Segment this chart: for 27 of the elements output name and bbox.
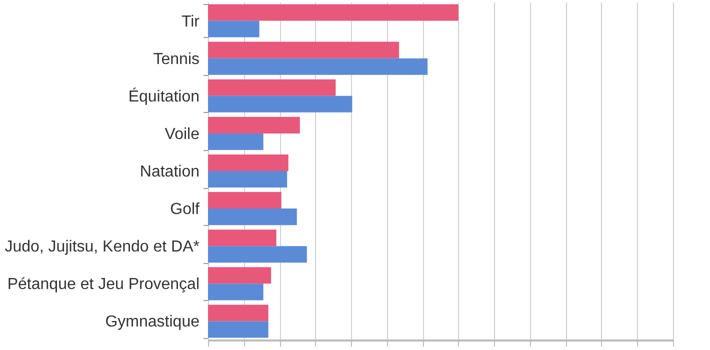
bar bbox=[208, 192, 282, 209]
bar bbox=[208, 208, 297, 226]
bar bbox=[208, 116, 300, 134]
y-tick-label: Équitation bbox=[128, 87, 200, 106]
bar bbox=[208, 267, 272, 284]
bar bbox=[208, 171, 288, 188]
bar bbox=[208, 42, 400, 58]
y-tick-label: Tennis bbox=[153, 50, 200, 68]
y-tick-label: Pétanque et Jeu Provençal bbox=[7, 276, 200, 294]
bar bbox=[208, 321, 268, 338]
y-tick-label: Tir bbox=[181, 13, 200, 30]
y-tick-label: Voile bbox=[164, 126, 200, 143]
bar bbox=[208, 20, 260, 38]
bar bbox=[208, 79, 336, 96]
y-tick-label: Gymnastique bbox=[105, 314, 200, 331]
bar bbox=[208, 133, 264, 150]
bar bbox=[208, 284, 264, 300]
bar bbox=[208, 58, 428, 75]
y-tick-label: Judo, Jujitsu, Kendo et DA* bbox=[4, 238, 200, 256]
bar bbox=[208, 230, 276, 246]
y-tick-label: Natation bbox=[140, 164, 200, 180]
bar bbox=[208, 96, 352, 112]
bar bbox=[208, 246, 307, 263]
y-tick-label: Golf bbox=[170, 201, 200, 218]
bar bbox=[208, 4, 458, 21]
bar bbox=[208, 154, 288, 171]
bar bbox=[208, 304, 268, 322]
